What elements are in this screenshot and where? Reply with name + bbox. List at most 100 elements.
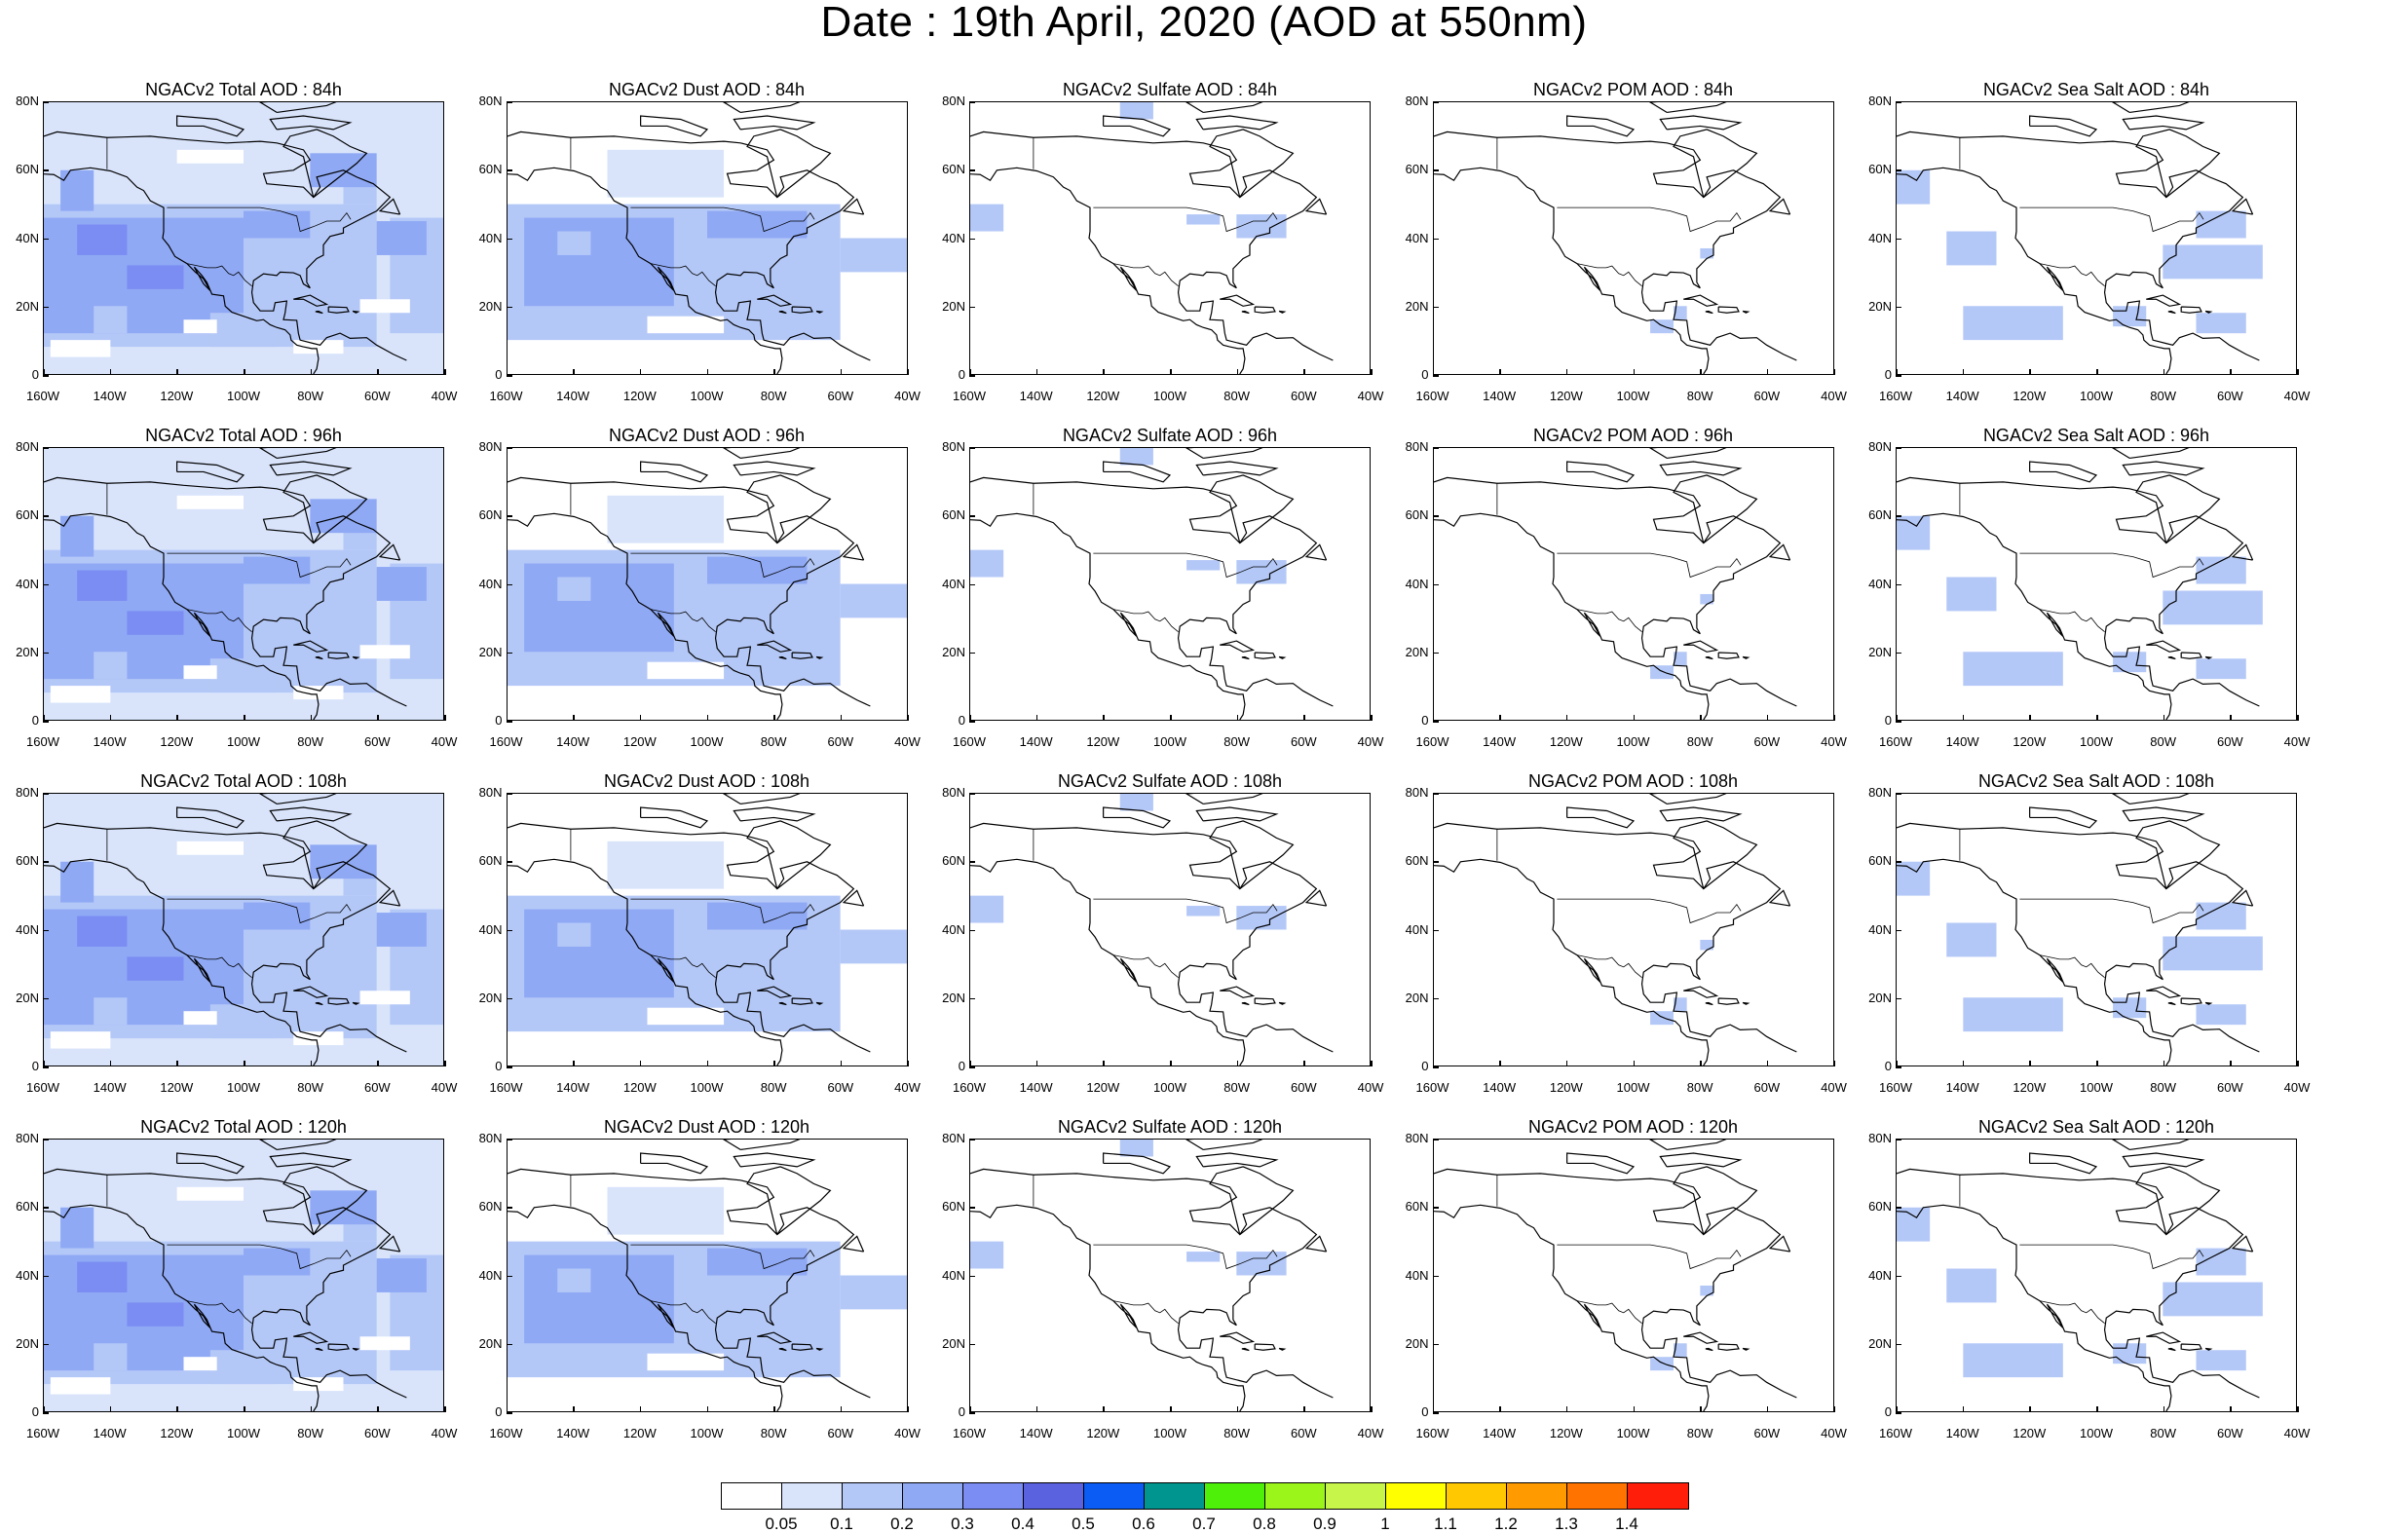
lon-tick-mark: [310, 1061, 313, 1066]
lat-tick-label: 80N: [478, 1131, 503, 1145]
coastline: [639, 1152, 708, 1175]
coastline: [791, 997, 813, 1005]
lon-tick-mark: [907, 1061, 909, 1066]
lon-tick-label: 120W: [1549, 734, 1583, 749]
aod-cell: [60, 827, 177, 855]
aod-cell: [2113, 1343, 2147, 1365]
lon-tick-label: 40W: [894, 1080, 921, 1095]
colorbar-swatch: [722, 1483, 782, 1509]
aod-clear-cell: [176, 841, 244, 855]
aod-cell: [556, 231, 590, 255]
lon-tick-mark: [773, 715, 775, 721]
lon-tick-mark: [969, 1061, 971, 1066]
lon-tick-label: 140W: [556, 1080, 590, 1095]
lat-tick-mark: [1896, 583, 1901, 585]
lon-tick-mark: [1633, 1061, 1635, 1066]
colorbar-swatch: [1386, 1483, 1447, 1509]
aod-cell: [2163, 244, 2263, 280]
coastline: [2111, 448, 2190, 460]
aod-cell: [1897, 515, 1931, 550]
coastline: [791, 652, 813, 659]
lon-tick-label: 40W: [1357, 1426, 1384, 1440]
coastline: [1220, 640, 1256, 653]
coastline: [815, 655, 823, 659]
lon-tick-label: 160W: [26, 734, 59, 749]
panel-title: NGACv2 POM AOD : 108h: [1527, 771, 1739, 791]
aod-cell: [94, 306, 128, 334]
lon-tick-label: 80W: [2150, 1426, 2177, 1440]
coastline: [507, 1168, 871, 1399]
aod-cell: [607, 149, 724, 198]
panel-title: NGACv2 POM AOD : 120h: [1527, 1117, 1739, 1137]
country-border: [2019, 898, 2204, 924]
aod-cell: [244, 210, 311, 239]
aod-clear-cell: [293, 686, 344, 700]
lat-tick-label: 0: [1884, 367, 1892, 382]
lat-tick-label: 40N: [1405, 1267, 1429, 1283]
coastline: [842, 543, 864, 561]
aod-cell: [94, 1343, 128, 1371]
aod-map: [1433, 102, 1797, 374]
country-border: [2039, 1300, 2105, 1324]
coastline: [1705, 310, 1713, 315]
map-panel: NGACv2 Sea Salt AOD : 96h 80N 60N 40N 20N 0 16…: [1853, 426, 2334, 770]
lat-tick-mark: [506, 375, 512, 377]
coastline: [1195, 1152, 1279, 1168]
lon-tick-label: 140W: [556, 1426, 590, 1440]
aod-cell: [706, 1248, 807, 1276]
aod-map: [1897, 102, 2263, 374]
coastline: [258, 102, 337, 114]
lon-tick-mark: [506, 715, 508, 721]
colorbar-label: 0.4: [1011, 1514, 1035, 1533]
aod-clear-cell: [359, 645, 410, 659]
country-border: [2019, 1244, 2204, 1270]
basemap: [970, 448, 1334, 720]
lon-tick-mark: [1499, 1061, 1501, 1066]
lon-tick-label: 60W: [827, 389, 854, 403]
coastline: [2122, 461, 2205, 476]
lon-tick-label: 120W: [1549, 1080, 1583, 1095]
lat-tick-label: 20N: [1405, 990, 1429, 1005]
country-border: [1093, 206, 1278, 233]
lon-tick-label: 100W: [2080, 734, 2113, 749]
aod-cell: [1236, 1252, 1287, 1276]
lon-tick-mark: [1896, 369, 1898, 375]
lon-tick-mark: [573, 715, 575, 721]
coastline: [1209, 820, 1295, 890]
lon-tick-label: 60W: [363, 734, 391, 749]
lat-tick-label: 60N: [478, 1199, 503, 1215]
coastline: [1254, 652, 1276, 659]
coastline: [722, 102, 801, 114]
coastline: [315, 655, 323, 660]
coastline: [2146, 294, 2182, 307]
lat-tick-mark: [1432, 238, 1439, 240]
coastline: [1768, 198, 1790, 215]
lat-tick-label: 0: [1421, 713, 1429, 728]
lon-tick-label: 60W: [1290, 1426, 1317, 1440]
aod-cell: [209, 1004, 278, 1039]
aod-shading: [970, 1140, 1287, 1276]
coastline: [815, 310, 823, 314]
lon-tick-mark: [2096, 715, 2098, 721]
coastline: [327, 652, 350, 659]
aod-cell: [60, 481, 177, 509]
lon-tick-mark: [2230, 369, 2232, 375]
lat-tick-mark: [969, 793, 975, 795]
lat-tick-label: 20N: [478, 990, 503, 1005]
coastline: [970, 822, 1334, 1053]
coastline: [2111, 102, 2190, 114]
coastline: [269, 115, 353, 131]
panel-title: NGACv2 POM AOD : 96h: [1532, 426, 1734, 445]
lat-tick-mark: [43, 583, 49, 585]
lat-tick-label: 60N: [1868, 507, 1892, 523]
aod-cell: [706, 556, 807, 584]
aod-cell: [2163, 590, 2263, 625]
lon-tick-mark: [1833, 1061, 1835, 1066]
lat-tick-label: 80N: [1868, 439, 1892, 454]
coastline: [2231, 889, 2254, 907]
lon-tick-label: 60W: [827, 1080, 854, 1095]
aod-cell: [343, 529, 377, 550]
lat-tick-mark: [1896, 929, 1901, 931]
lon-tick-mark: [176, 1061, 178, 1066]
map-frame: [969, 793, 1371, 1066]
